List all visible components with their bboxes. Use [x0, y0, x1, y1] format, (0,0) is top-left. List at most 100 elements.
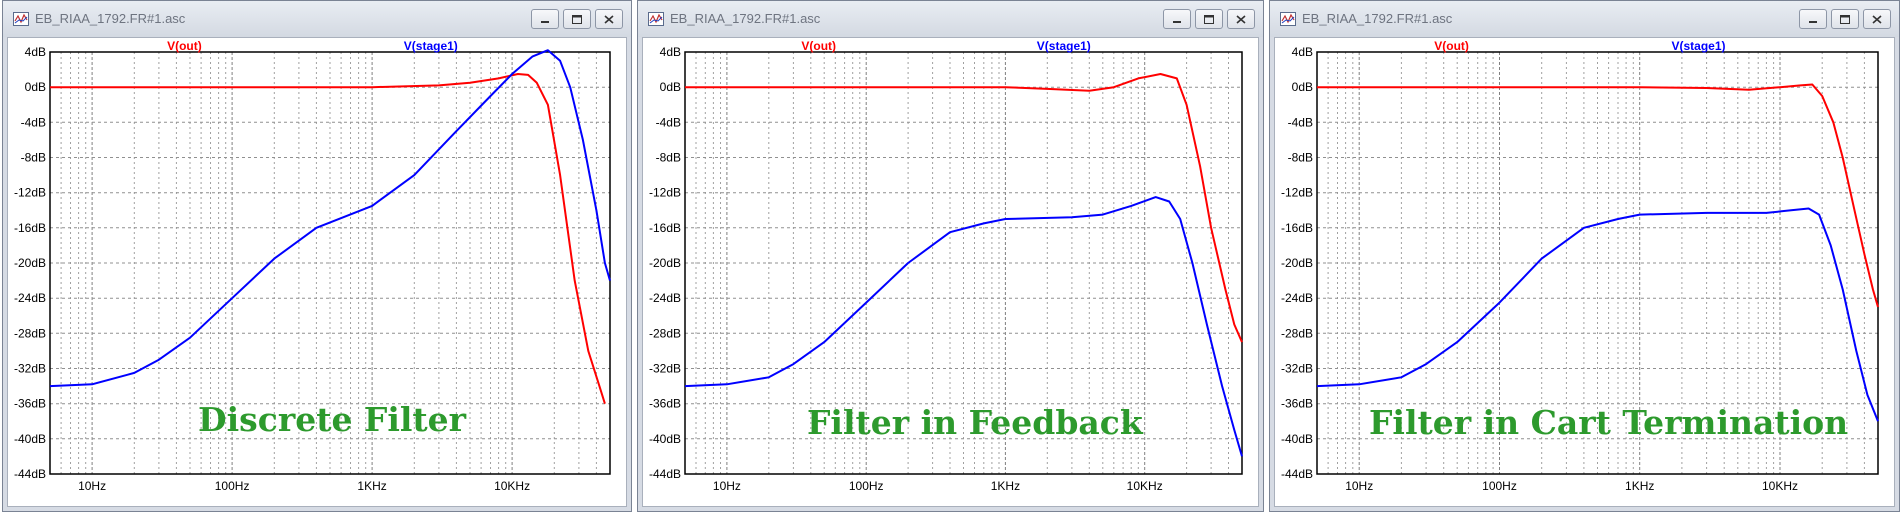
series-line-v-out: [685, 73, 1243, 343]
x-tick-label: 10Hz: [78, 479, 106, 493]
series-line-v-out: [50, 73, 606, 404]
y-tick-label: -4dB: [21, 115, 46, 129]
maximize-button[interactable]: [563, 9, 591, 29]
y-tick-label: -20dB: [14, 256, 46, 270]
minimize-button[interactable]: [1163, 9, 1191, 29]
legend-label: V(stage1): [1037, 39, 1091, 53]
x-tick-label: 1KHz: [357, 479, 386, 493]
y-tick-label: -32dB: [649, 362, 681, 376]
series-line-v-stage1: [49, 49, 611, 388]
minimize-icon: [1809, 21, 1817, 23]
y-tick-label: -24dB: [1281, 291, 1313, 305]
y-tick-label: -36dB: [649, 397, 681, 411]
grid-lines: [49, 52, 611, 474]
y-tick-label: 4dB: [25, 45, 46, 59]
x-tick-label: 100Hz: [215, 479, 250, 493]
title-bar[interactable]: EB_RIAA_1792.FR#1.asc: [638, 1, 1263, 37]
y-tick-label: -12dB: [649, 186, 681, 200]
y-tick-label: -44dB: [649, 467, 681, 481]
y-tick-label: 0dB: [1292, 80, 1313, 94]
overlay-label: Filter in Cart Termination: [1369, 403, 1849, 442]
maximize-button[interactable]: [1831, 9, 1859, 29]
legend-label: V(out): [801, 39, 836, 53]
y-tick-label: -16dB: [1281, 221, 1313, 235]
y-tick-label: -32dB: [1281, 362, 1313, 376]
y-tick-label: -44dB: [14, 467, 46, 481]
window-title: EB_RIAA_1792.FR#1.asc: [670, 11, 821, 26]
plot-window-3[interactable]: EB_RIAA_1792.FR#1.asc 4dB 0dB -4dB -8dB -12d…: [1269, 0, 1900, 512]
y-tick-label: -24dB: [14, 291, 46, 305]
y-tick-label: -4dB: [656, 115, 681, 129]
y-tick-label: -16dB: [649, 221, 681, 235]
y-tick-label: -8dB: [656, 151, 681, 165]
y-tick-label: -20dB: [1281, 256, 1313, 270]
bode-plot[interactable]: 4dB 0dB -4dB -8dB -12dB -16dB -20dB -24dB -28dB -…: [1275, 38, 1896, 508]
y-tick-label: -24dB: [649, 291, 681, 305]
series-line-v-out: [1317, 83, 1879, 308]
plot-pane[interactable]: 4dB 0dB -4dB -8dB -12dB -16dB -20dB -24dB -28dB -…: [1274, 37, 1895, 507]
series-line-v-stage1: [1316, 207, 1879, 422]
legend-label: V(stage1): [1671, 39, 1725, 53]
plot-frame: [684, 51, 1243, 475]
y-tick-label: -44dB: [1281, 467, 1313, 481]
close-button[interactable]: [1863, 9, 1891, 29]
legend-label: V(out): [167, 39, 202, 53]
minimize-button[interactable]: [531, 9, 559, 29]
window-title: EB_RIAA_1792.FR#1.asc: [1302, 11, 1453, 26]
bode-plot[interactable]: 4dB 0dB -4dB -8dB -12dB -16dB -20dB -24dB -28dB -…: [643, 38, 1260, 508]
maximize-button[interactable]: [1195, 9, 1223, 29]
x-tick-label: 10KHz: [1762, 479, 1798, 493]
close-icon: [1236, 14, 1246, 24]
x-tick-label: 10Hz: [713, 479, 741, 493]
minimize-button[interactable]: [1799, 9, 1827, 29]
waveform-icon: [648, 12, 664, 26]
plot-pane[interactable]: 4dB 0dB -4dB -8dB -12dB -16dB -20dB -24dB -28dB -…: [642, 37, 1259, 507]
bode-plot[interactable]: 4dB 0dB -4dB -8dB -12dB -16dB -20dB -24dB -28dB -…: [8, 38, 628, 508]
close-icon: [604, 14, 614, 24]
y-tick-label: 4dB: [660, 45, 681, 59]
minimize-icon: [541, 21, 549, 23]
close-button[interactable]: [595, 9, 623, 29]
y-tick-label: -36dB: [14, 397, 46, 411]
y-tick-label: -8dB: [21, 151, 46, 165]
y-tick-label: -12dB: [14, 186, 46, 200]
y-tick-label: -28dB: [649, 326, 681, 340]
y-tick-label: 0dB: [25, 80, 46, 94]
legend-label: V(stage1): [404, 39, 458, 53]
maximize-icon: [572, 14, 582, 24]
grid-lines: [1316, 52, 1879, 474]
y-tick-label: 0dB: [660, 80, 681, 94]
y-tick-label: -12dB: [1281, 186, 1313, 200]
x-tick-label: 100Hz: [1482, 479, 1517, 493]
plot-window-2[interactable]: EB_RIAA_1792.FR#1.asc 4dB 0dB -4dB -8dB -12d…: [637, 0, 1264, 512]
title-bar[interactable]: EB_RIAA_1792.FR#1.asc: [3, 1, 631, 37]
series-line-v-stage1: [684, 196, 1243, 457]
y-tick-label: -16dB: [14, 221, 46, 235]
y-tick-label: -20dB: [649, 256, 681, 270]
overlay-label: Filter in Feedback: [807, 403, 1143, 442]
maximize-icon: [1204, 14, 1214, 24]
close-button[interactable]: [1227, 9, 1255, 29]
x-tick-label: 100Hz: [849, 479, 884, 493]
x-tick-label: 10Hz: [1345, 479, 1373, 493]
y-tick-label: -32dB: [14, 362, 46, 376]
grid-lines: [684, 52, 1243, 474]
y-tick-label: -36dB: [1281, 397, 1313, 411]
y-tick-label: 4dB: [1292, 45, 1313, 59]
waveform-icon: [13, 12, 29, 26]
y-tick-label: -4dB: [1288, 115, 1313, 129]
legend-label: V(out): [1434, 39, 1469, 53]
y-tick-label: -28dB: [14, 326, 46, 340]
y-tick-label: -8dB: [1288, 151, 1313, 165]
title-bar[interactable]: EB_RIAA_1792.FR#1.asc: [1270, 1, 1899, 37]
waveform-icon: [1280, 12, 1296, 26]
y-tick-label: -40dB: [1281, 432, 1313, 446]
x-tick-label: 10KHz: [494, 479, 530, 493]
plot-window-1[interactable]: EB_RIAA_1792.FR#1.asc 4dB 0dB -4dB -8dB -12d…: [2, 0, 632, 512]
y-tick-label: -28dB: [1281, 326, 1313, 340]
minimize-icon: [1173, 21, 1181, 23]
window-title: EB_RIAA_1792.FR#1.asc: [35, 11, 186, 26]
x-tick-label: 1KHz: [1625, 479, 1654, 493]
maximize-icon: [1840, 14, 1850, 24]
plot-pane[interactable]: 4dB 0dB -4dB -8dB -12dB -16dB -20dB -24dB -28dB -…: [7, 37, 627, 507]
